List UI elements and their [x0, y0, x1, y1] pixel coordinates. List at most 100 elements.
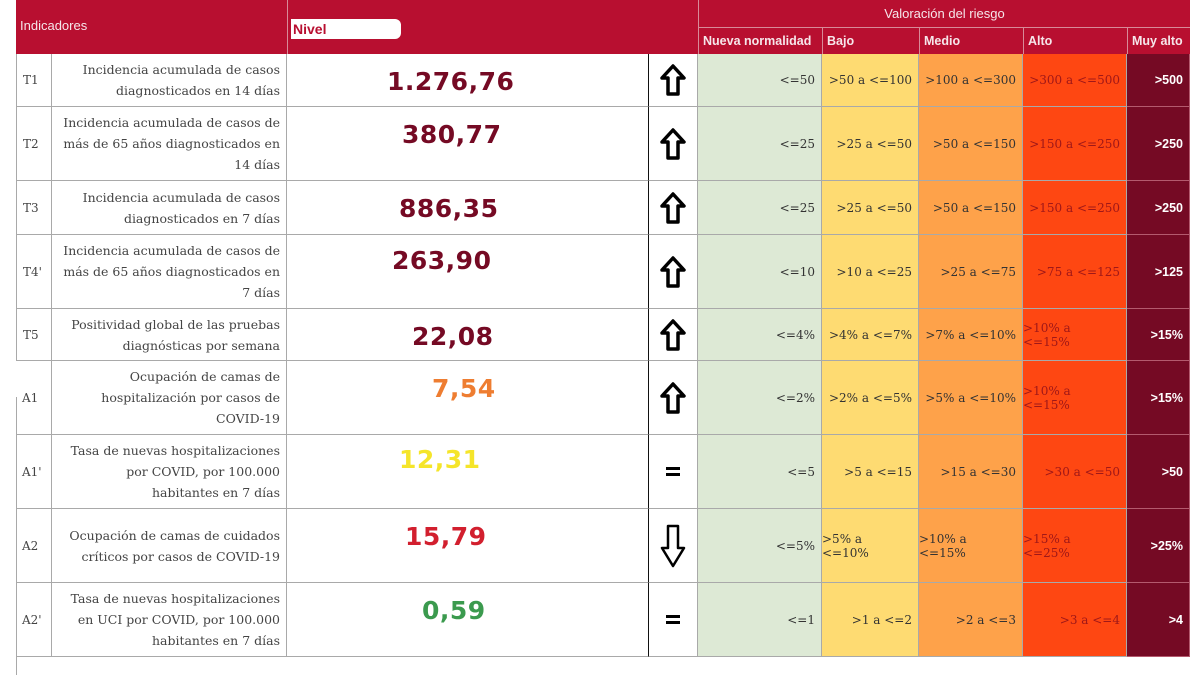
- level-label: Medio: [924, 34, 961, 48]
- range-text: <=50: [779, 73, 815, 87]
- range-nn: <=25: [698, 181, 822, 235]
- range-muy: >25%: [1127, 509, 1190, 583]
- indicator-id: T1: [16, 54, 52, 107]
- range-nn: <=5%: [698, 509, 822, 583]
- range-medio: >5% a <=10%: [919, 361, 1023, 435]
- range-text: >5 a <=15: [844, 464, 912, 479]
- range-muy: >50: [1127, 435, 1190, 509]
- range-text: >2 a <=3: [955, 612, 1016, 627]
- indicator-id: T4': [16, 235, 52, 309]
- level-label: Bajo: [827, 34, 855, 48]
- range-text: >25 a <=75: [940, 264, 1017, 279]
- range-text: >7% a <=10%: [925, 327, 1016, 342]
- range-text: <=2%: [775, 390, 815, 405]
- range-text: >5% a <=10%: [925, 390, 1016, 405]
- header-indicadores: Indicadores: [16, 0, 287, 54]
- indicator-id-text: T5: [23, 327, 39, 342]
- range-text: >50: [1161, 464, 1183, 479]
- left-edge-line: [16, 657, 17, 675]
- range-text: >15%: [1150, 327, 1183, 342]
- range-text: >125: [1154, 264, 1183, 279]
- indicator-description: Ocupación de camas de hospitalización po…: [52, 361, 287, 435]
- range-medio: >50 a <=150: [919, 181, 1023, 235]
- indicator-value-cell: 263,90: [287, 235, 648, 309]
- indicator-id: T5: [16, 309, 52, 361]
- range-alto: >75 a <=125: [1023, 235, 1127, 309]
- header-level-bajo: Bajo: [822, 27, 919, 54]
- range-nn: <=25: [698, 107, 822, 181]
- trend-cell: [648, 435, 698, 509]
- indicator-description-text: Ocupación de camas de cuidados críticos …: [69, 527, 280, 564]
- range-text: >10% a <=15%: [1023, 383, 1071, 412]
- range-text: <=4%: [775, 327, 815, 342]
- range-medio: >2 a <=3: [919, 583, 1023, 657]
- indicator-id-text: T2: [23, 136, 39, 151]
- indicadores-label: Indicadores: [20, 18, 88, 33]
- trend-cell: [648, 54, 698, 107]
- range-text: >150 a <=250: [1029, 136, 1120, 151]
- range-alto: >300 a <=500: [1023, 54, 1127, 107]
- nivel-label: Nivel: [293, 21, 327, 37]
- range-nn: <=1: [698, 583, 822, 657]
- indicator-description-text: Ocupación de camas de hospitalización po…: [101, 369, 280, 426]
- range-nn: <=50: [698, 54, 822, 107]
- range-text: >10 a <=25: [836, 264, 913, 279]
- range-text: >3 a <=4: [1059, 612, 1120, 627]
- indicator-value-cell: 380,77: [287, 107, 648, 181]
- indicator-value: 1.276,76: [387, 67, 515, 96]
- indicator-id: T2: [16, 107, 52, 181]
- indicator-value: 15,79: [405, 522, 487, 551]
- range-text: >25%: [1150, 538, 1183, 553]
- range-text: >150 a <=250: [1029, 200, 1120, 215]
- up-icon: [660, 255, 686, 288]
- range-text: >250: [1154, 200, 1183, 215]
- valoracion-label: Valoración del riesgo: [884, 6, 1005, 21]
- trend-cell: [648, 509, 698, 583]
- indicator-description: Tasa de nuevas hospitalizaciones por COV…: [52, 435, 287, 509]
- trend-cell: [648, 361, 698, 435]
- range-text: >100 a <=300: [925, 73, 1016, 87]
- indicator-value: 886,35: [399, 194, 499, 223]
- up-icon: [660, 381, 686, 414]
- indicator-description: Incidencia acumulada de casos diagnostic…: [52, 181, 287, 235]
- range-alto: >3 a <=4: [1023, 583, 1127, 657]
- equal-icon: [665, 466, 681, 478]
- indicator-value-cell: 1.276,76: [287, 54, 648, 107]
- range-nn: <=5: [698, 435, 822, 509]
- range-text: >15 a <=30: [940, 464, 1017, 479]
- indicator-id-text: A1: [22, 390, 39, 405]
- range-text: >2% a <=5%: [828, 390, 912, 405]
- range-medio: >10% a <=15%: [919, 509, 1023, 583]
- indicator-id: A1': [16, 435, 52, 509]
- header-level-nueva-normalidad: Nueva normalidad: [698, 27, 822, 54]
- range-medio: >100 a <=300: [919, 54, 1023, 107]
- up-icon: [660, 127, 686, 160]
- range-nn: <=2%: [698, 361, 822, 435]
- range-alto: >150 a <=250: [1023, 181, 1127, 235]
- range-bajo: >2% a <=5%: [822, 361, 919, 435]
- indicator-id: A1: [16, 361, 52, 435]
- indicator-id-text: T3: [23, 200, 39, 215]
- indicator-description-text: Incidencia acumulada de casos diagnostic…: [82, 62, 280, 98]
- range-text: <=25: [779, 136, 815, 151]
- nivel-label-box: Nivel: [291, 19, 401, 39]
- range-bajo: >50 a <=100: [822, 54, 919, 107]
- indicator-id-text: A2: [22, 538, 39, 553]
- indicator-value-cell: 15,79: [287, 509, 648, 583]
- indicator-value: 380,77: [402, 120, 502, 149]
- trend-cell: [648, 181, 698, 235]
- range-muy: >4: [1127, 583, 1190, 657]
- range-bajo: >1 a <=2: [822, 583, 919, 657]
- up-icon: [660, 318, 686, 351]
- indicator-id: A2: [16, 509, 52, 583]
- range-medio: >25 a <=75: [919, 235, 1023, 309]
- header-nivel: Nivel: [287, 0, 698, 54]
- header-level-medio: Medio: [919, 27, 1023, 54]
- indicator-value-cell: 12,31: [287, 435, 648, 509]
- range-text: >10% a <=15%: [1023, 320, 1071, 349]
- indicator-description-text: Incidencia acumulada de casos de más de …: [63, 243, 280, 300]
- trend-cell: [648, 309, 698, 361]
- indicator-description: Incidencia acumulada de casos de más de …: [52, 235, 287, 309]
- range-bajo: >25 a <=50: [822, 107, 919, 181]
- indicator-value: 0,59: [422, 596, 486, 625]
